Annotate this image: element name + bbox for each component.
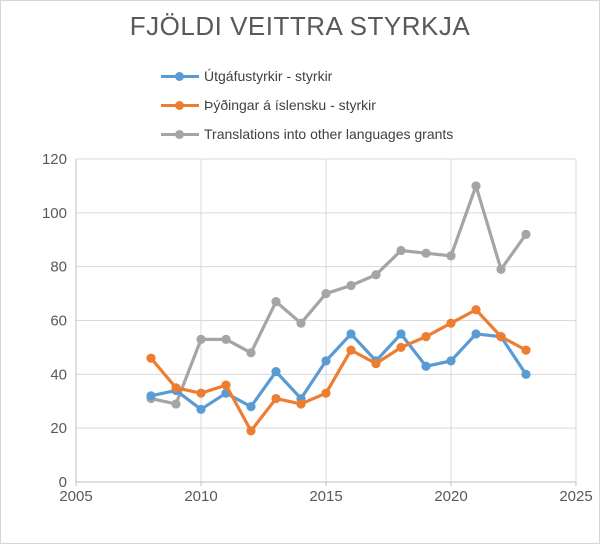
data-point-marker [146,353,156,363]
data-point-marker [246,402,256,412]
data-point-marker [421,248,431,258]
data-point-marker [146,391,156,401]
y-tick-label: 40 [50,366,67,383]
x-tick-label: 2025 [559,488,592,505]
x-tick-label: 2005 [59,488,92,505]
legend-item: Útgáfustyrkir - styrkir [161,68,453,84]
data-point-marker [471,181,481,191]
series-line [149,308,528,433]
data-point-marker [421,361,431,371]
data-point-marker [396,342,406,353]
data-point-marker [321,356,331,366]
x-tick-label: 2020 [434,488,467,505]
chart-title: FJÖLDI VEITTRA STYRKJA [129,11,471,41]
data-point-marker [246,426,256,436]
data-point-marker [321,288,331,299]
data-point-marker [271,393,281,404]
data-point-marker [521,345,531,355]
data-point-marker [471,305,481,315]
data-point-marker [246,348,256,358]
legend-item: Translations into other languages grants [161,126,453,142]
data-point-marker [446,251,456,261]
data-point-marker [521,229,531,239]
y-tick-label: 20 [50,420,67,437]
y-tick-label: 0 [59,474,67,491]
data-point-marker [196,388,206,398]
data-point-marker [221,334,231,344]
data-point-marker [396,245,406,256]
data-point-marker [371,270,381,280]
data-point-marker [171,399,181,409]
y-tick-label: 80 [50,259,67,276]
x-tick-label: 2010 [184,488,217,505]
y-tick-label: 60 [50,313,67,330]
data-point-marker [446,356,456,366]
y-tick-label: 120 [42,151,67,168]
legend: Útgáfustyrkir - styrkir Þýðingar á íslen… [161,68,453,142]
legend-label: Þýðingar á íslensku - styrkir [204,97,376,113]
data-point-marker [346,329,356,339]
data-point-marker [271,297,281,307]
data-point-marker [196,404,206,414]
data-point-marker [321,388,331,398]
data-point-marker [221,380,231,390]
data-point-marker [471,329,481,339]
line-marker-icon [161,71,199,81]
legend-label: Útgáfustyrkir - styrkir [204,68,333,84]
data-point-marker [171,383,181,393]
line-marker-icon [161,129,199,139]
data-point-marker [496,264,506,274]
x-tick-label: 2015 [309,488,342,505]
data-point-marker [296,318,306,328]
series-line [149,332,528,411]
legend-label: Translations into other languages grants [204,126,454,142]
data-point-marker [446,318,456,328]
data-point-marker [521,369,531,379]
data-point-marker [421,332,431,342]
legend-item: Þýðingar á íslensku - styrkir [161,97,453,113]
data-point-marker [196,334,206,344]
data-point-marker [496,332,506,342]
data-point-marker [396,329,406,339]
y-tick-label: 100 [42,205,67,222]
data-point-marker [346,280,356,291]
data-point-marker [346,345,356,355]
data-point-marker [296,399,306,409]
data-point-marker [371,358,381,369]
line-marker-icon [161,100,199,110]
data-point-marker [271,367,281,377]
series-line [149,184,528,406]
